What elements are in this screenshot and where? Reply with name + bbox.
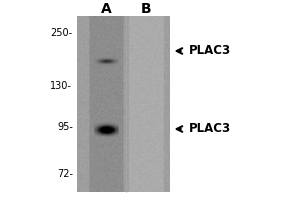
Text: PLAC3: PLAC3 xyxy=(189,122,231,136)
Text: B: B xyxy=(141,2,152,16)
Text: A: A xyxy=(101,2,112,16)
Text: 95-: 95- xyxy=(58,122,74,132)
Text: 250-: 250- xyxy=(50,28,72,38)
Text: 130-: 130- xyxy=(50,81,72,91)
Text: 72-: 72- xyxy=(58,169,74,179)
Text: PLAC3: PLAC3 xyxy=(189,45,231,58)
